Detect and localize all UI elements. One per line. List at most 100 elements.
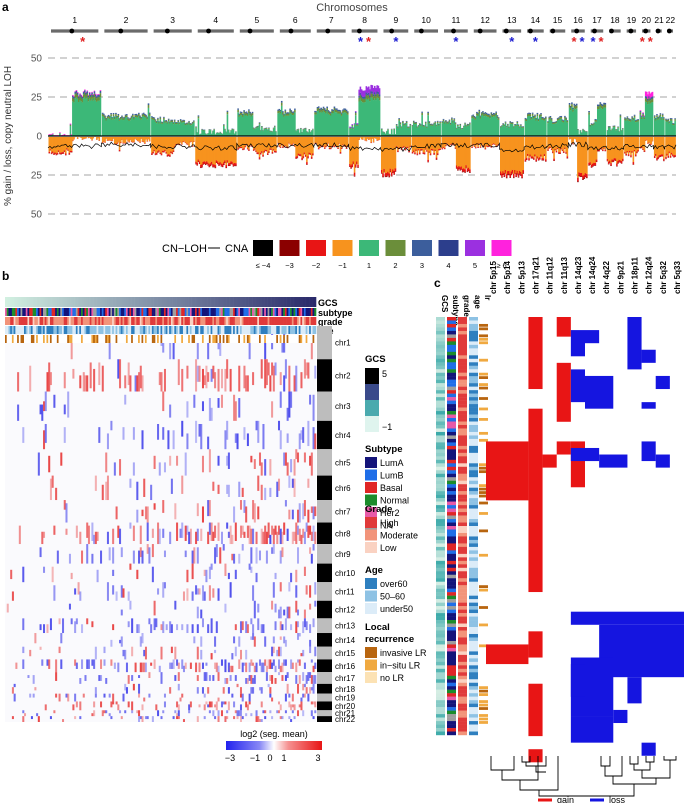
- loss-bar: [603, 137, 605, 148]
- gain-bar: [122, 117, 124, 119]
- gain-bar: [84, 92, 86, 97]
- age-cell: [68, 326, 71, 334]
- loss-bar: [278, 145, 281, 147]
- gcs-cell: [75, 297, 78, 307]
- loss-bar: [304, 154, 307, 157]
- loss-bar: [213, 164, 215, 167]
- gain-cell: [48, 659, 51, 669]
- loss-cell: [284, 675, 287, 681]
- gain-bar: [116, 115, 118, 117]
- gain-bar: [561, 121, 564, 136]
- subtype-cell: [276, 308, 279, 316]
- gain-cell: [144, 646, 147, 660]
- loss-cell: [314, 675, 317, 684]
- gcs-cell: [169, 297, 172, 307]
- gain-cell: [63, 372, 66, 389]
- grade-cell: [20, 317, 23, 325]
- loss-cell: [56, 550, 59, 564]
- gain-bar: [76, 94, 79, 99]
- loss-bar: [160, 153, 163, 155]
- gain-bar: [107, 117, 110, 136]
- grade-cell: [100, 317, 103, 325]
- loss-bar: [527, 153, 529, 156]
- subtype-cell: [153, 308, 156, 316]
- loss-bar: [580, 137, 583, 173]
- loss-bar: [333, 146, 336, 147]
- gain-bar: [542, 118, 545, 120]
- age-cell: [153, 326, 156, 334]
- gain-bar: [674, 118, 676, 120]
- loss-cell: [163, 701, 166, 708]
- loss-cell: [233, 506, 236, 523]
- lr-cell: [132, 335, 135, 343]
- gain-cell: [74, 716, 77, 720]
- gain-bar: [575, 105, 578, 109]
- loss-cell: [131, 675, 134, 681]
- loss-cell: [239, 710, 243, 717]
- loss-bar: [212, 164, 214, 167]
- loss-cell: [284, 693, 287, 702]
- loss-bar: [356, 163, 358, 165]
- gain-cell: [24, 713, 27, 717]
- loss-bar: [589, 164, 592, 165]
- gain-bar: [145, 115, 147, 118]
- gain-bar: [213, 129, 215, 130]
- loss-cell: [136, 481, 139, 501]
- loss-bar: [650, 143, 653, 145]
- loss-bar: [282, 146, 284, 148]
- age-cell: [267, 326, 270, 334]
- loss-bar: [103, 137, 105, 142]
- gain-cell: [309, 547, 312, 554]
- gain-bar: [537, 118, 540, 120]
- loss-bar: [466, 137, 469, 169]
- loss-cell: [284, 659, 287, 666]
- subtype-cell: [288, 308, 291, 316]
- loss-bar: [609, 160, 611, 163]
- loss-bar: [490, 146, 493, 148]
- gcs-cell: [281, 297, 284, 307]
- gain-bar: [184, 123, 187, 124]
- gain-bar: [639, 114, 642, 136]
- lr-cell: [65, 335, 68, 343]
- gain-bar: [568, 102, 571, 105]
- gain-bar: [647, 100, 649, 105]
- loss-cell: [233, 636, 236, 644]
- gain-bar: [377, 91, 380, 95]
- loss-bar: [63, 150, 66, 152]
- grade-cell: [293, 317, 296, 325]
- loss-cell: [303, 683, 306, 688]
- loss-bar: [393, 170, 396, 174]
- centromere-dot: [574, 28, 580, 34]
- gain-bar: [640, 117, 643, 119]
- loss-bar: [398, 137, 400, 148]
- subtype-cell: [120, 308, 123, 316]
- gain-bar: [158, 121, 160, 123]
- subtype-cell: [224, 308, 227, 316]
- gcs-cell: [138, 297, 141, 307]
- loss-cell: [36, 713, 39, 717]
- loss-bar: [245, 137, 248, 145]
- loss-bar: [285, 137, 288, 147]
- gain-cell: [198, 704, 201, 708]
- age-cell: [37, 326, 40, 334]
- loss-cell: [253, 600, 256, 619]
- grade-cell: [150, 317, 153, 325]
- loss-bar: [238, 137, 241, 148]
- gain-cell: [134, 662, 137, 673]
- significance-star: *: [80, 34, 86, 49]
- grade-cell: [239, 317, 243, 325]
- loss-bar: [263, 137, 266, 152]
- gain-bar: [154, 121, 157, 136]
- age-cell: [86, 326, 89, 334]
- gain-bar: [395, 124, 398, 125]
- loss-bar: [433, 153, 435, 155]
- gain-bar: [631, 116, 633, 118]
- loss-cell: [172, 339, 175, 360]
- gain-bar: [113, 116, 116, 118]
- loss-bar: [595, 159, 598, 162]
- loss-bar: [178, 137, 181, 145]
- gain-bar: [196, 132, 199, 136]
- gain-bar: [453, 119, 456, 121]
- gain-cell: [6, 603, 9, 613]
- gain-bar: [533, 116, 535, 119]
